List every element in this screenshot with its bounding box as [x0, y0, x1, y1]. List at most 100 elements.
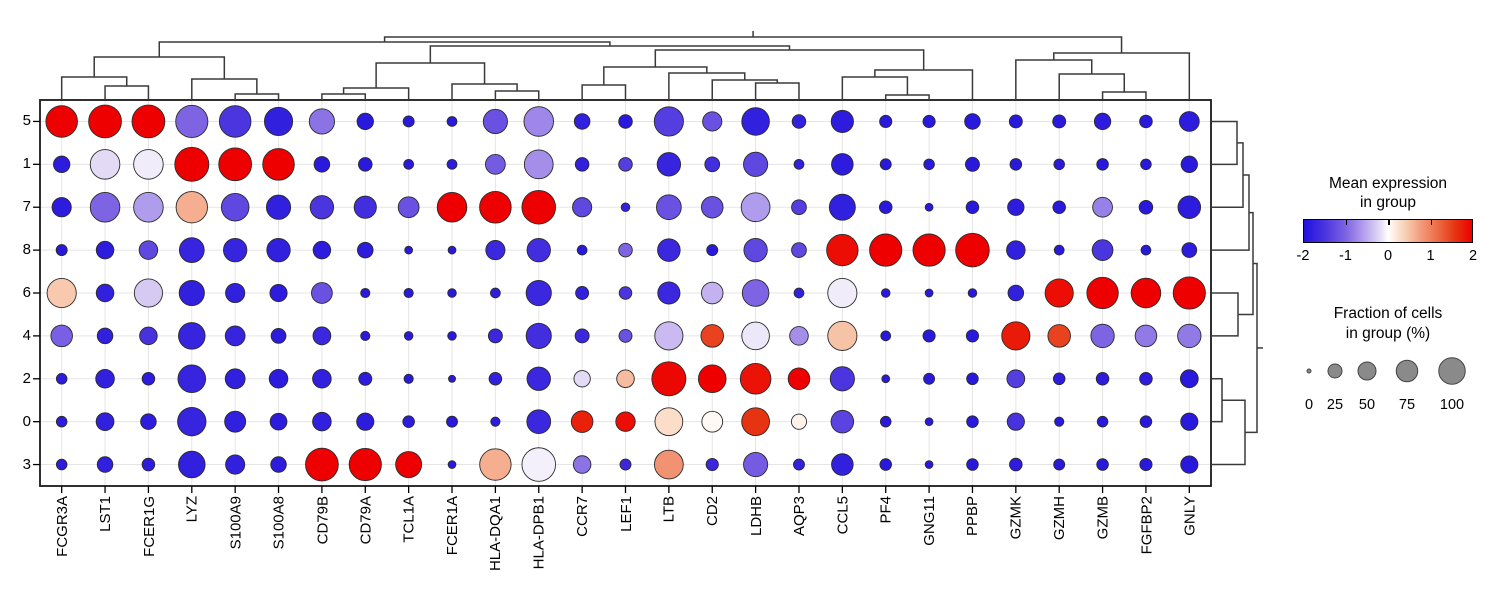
expression-dot	[706, 244, 719, 257]
y-tick-label: 2	[22, 369, 31, 387]
expression-dot	[358, 371, 373, 386]
expression-dot	[358, 157, 373, 172]
expression-dot	[178, 450, 206, 479]
expression-dot	[447, 245, 457, 255]
expression-dot	[55, 373, 68, 385]
expression-dot	[1096, 415, 1109, 428]
expression-dot	[490, 287, 501, 299]
expression-dot	[741, 279, 770, 307]
expression-dot	[619, 458, 632, 471]
size-legend-dot	[1395, 359, 1419, 383]
expression-dot	[575, 286, 590, 300]
expression-dot	[225, 454, 246, 475]
expression-dot	[526, 409, 552, 435]
expression-dot	[446, 415, 458, 428]
expression-dot	[312, 411, 332, 432]
expression-dot	[482, 108, 508, 134]
expression-dot	[704, 156, 721, 173]
x-tick-label: TCL1A	[400, 496, 418, 543]
expression-dot	[924, 417, 934, 427]
expression-dot	[1008, 114, 1023, 129]
expression-dot	[95, 240, 115, 260]
y-tick-label: 4	[22, 326, 31, 344]
x-tick-label: LEF1	[617, 496, 635, 532]
expression-dot	[966, 415, 979, 428]
x-tick-label: HLA-DPB1	[530, 496, 548, 570]
expression-dot	[485, 240, 506, 261]
size-legend-dot	[1357, 361, 1377, 381]
expression-dot	[479, 190, 512, 224]
expression-dot	[360, 330, 371, 341]
expression-dot	[1009, 457, 1023, 472]
expression-dot	[924, 202, 934, 212]
expression-dot	[525, 322, 552, 349]
expression-dot	[305, 447, 339, 482]
expression-dot	[487, 328, 503, 344]
expression-dot	[1007, 198, 1025, 216]
expression-dot	[218, 147, 253, 182]
expression-dot	[878, 200, 893, 214]
expression-dot	[618, 157, 633, 172]
colorbar-tick-label: 2	[1468, 248, 1478, 264]
expression-dot	[1140, 158, 1152, 171]
expression-dot	[312, 369, 332, 389]
expression-dot	[656, 194, 682, 221]
expression-dot	[829, 366, 855, 392]
expression-dot	[654, 449, 684, 480]
expression-dot	[616, 369, 635, 389]
expression-dot	[436, 191, 468, 223]
size-legend-label: 25	[1326, 397, 1344, 413]
expression-dot	[653, 106, 684, 137]
expression-dot	[447, 331, 457, 341]
expression-dot	[793, 287, 805, 299]
expression-dot	[138, 240, 159, 260]
expression-dot	[574, 157, 590, 172]
expression-dot	[446, 116, 458, 127]
expression-dot	[224, 325, 246, 347]
expression-dot	[397, 196, 420, 219]
x-tick-label: GNG11	[921, 496, 939, 546]
colorbar-tick-label: -1	[1339, 248, 1352, 264]
x-tick-label: HLA-DQA1	[487, 496, 505, 572]
expression-dot	[50, 324, 73, 348]
x-tick-label: CCR7	[574, 496, 592, 537]
size-legend-label: 100	[1439, 397, 1465, 413]
expression-dot	[1044, 278, 1074, 308]
expression-dot	[403, 373, 414, 384]
expression-dot	[657, 281, 681, 305]
expression-dot	[1007, 284, 1025, 302]
size-legend-dot	[1327, 363, 1343, 379]
expression-dot	[1053, 158, 1065, 171]
expression-dot	[789, 326, 809, 346]
y-tick-label: 6	[22, 284, 31, 301]
expression-dot	[1140, 244, 1152, 256]
expression-dot	[1180, 412, 1199, 431]
size-legend-title-line2: in group (%)	[1345, 325, 1431, 342]
expression-dot	[1086, 276, 1119, 310]
expression-dot	[447, 288, 457, 298]
expression-dot	[657, 238, 681, 262]
x-tick-label: CD79A	[357, 496, 375, 545]
expression-dot	[828, 193, 856, 221]
y-tick-label: 3	[22, 455, 31, 473]
expression-dot	[402, 415, 415, 428]
expression-dot	[51, 197, 72, 218]
expression-dot	[924, 288, 934, 298]
expression-dot	[446, 158, 458, 170]
expression-dot	[1095, 372, 1110, 386]
expression-dot	[95, 412, 115, 432]
expression-dot	[965, 329, 980, 343]
expression-dot	[133, 149, 164, 180]
expression-dot	[348, 448, 382, 482]
x-tick-label: LTB	[660, 496, 678, 523]
expression-dot	[618, 242, 633, 258]
expression-dot	[96, 456, 114, 473]
expression-dot	[395, 451, 423, 479]
expression-dot	[966, 458, 979, 471]
expression-dot	[654, 407, 684, 437]
expression-dot	[270, 456, 287, 473]
expression-dot	[266, 237, 291, 263]
x-tick-label: FCGR3A	[53, 496, 71, 557]
colorbar-tick	[1388, 219, 1390, 225]
expression-dot	[793, 458, 805, 471]
